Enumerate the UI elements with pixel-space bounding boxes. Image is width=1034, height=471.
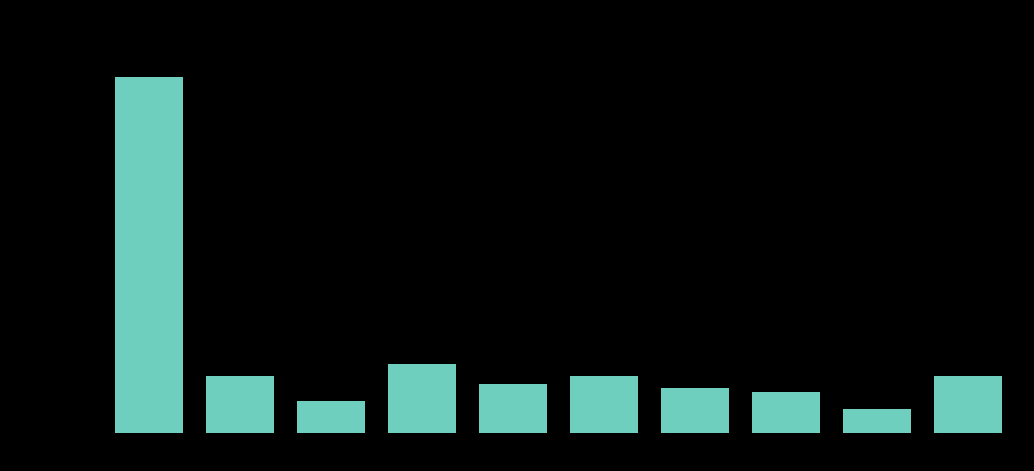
Bar [115, 77, 183, 433]
Bar [206, 376, 274, 433]
Bar [570, 376, 638, 433]
Bar [297, 400, 365, 433]
Bar [843, 409, 911, 433]
Bar [479, 384, 547, 433]
Bar [661, 388, 729, 433]
Bar [388, 364, 456, 433]
Bar [752, 392, 820, 433]
Bar [934, 376, 1002, 433]
